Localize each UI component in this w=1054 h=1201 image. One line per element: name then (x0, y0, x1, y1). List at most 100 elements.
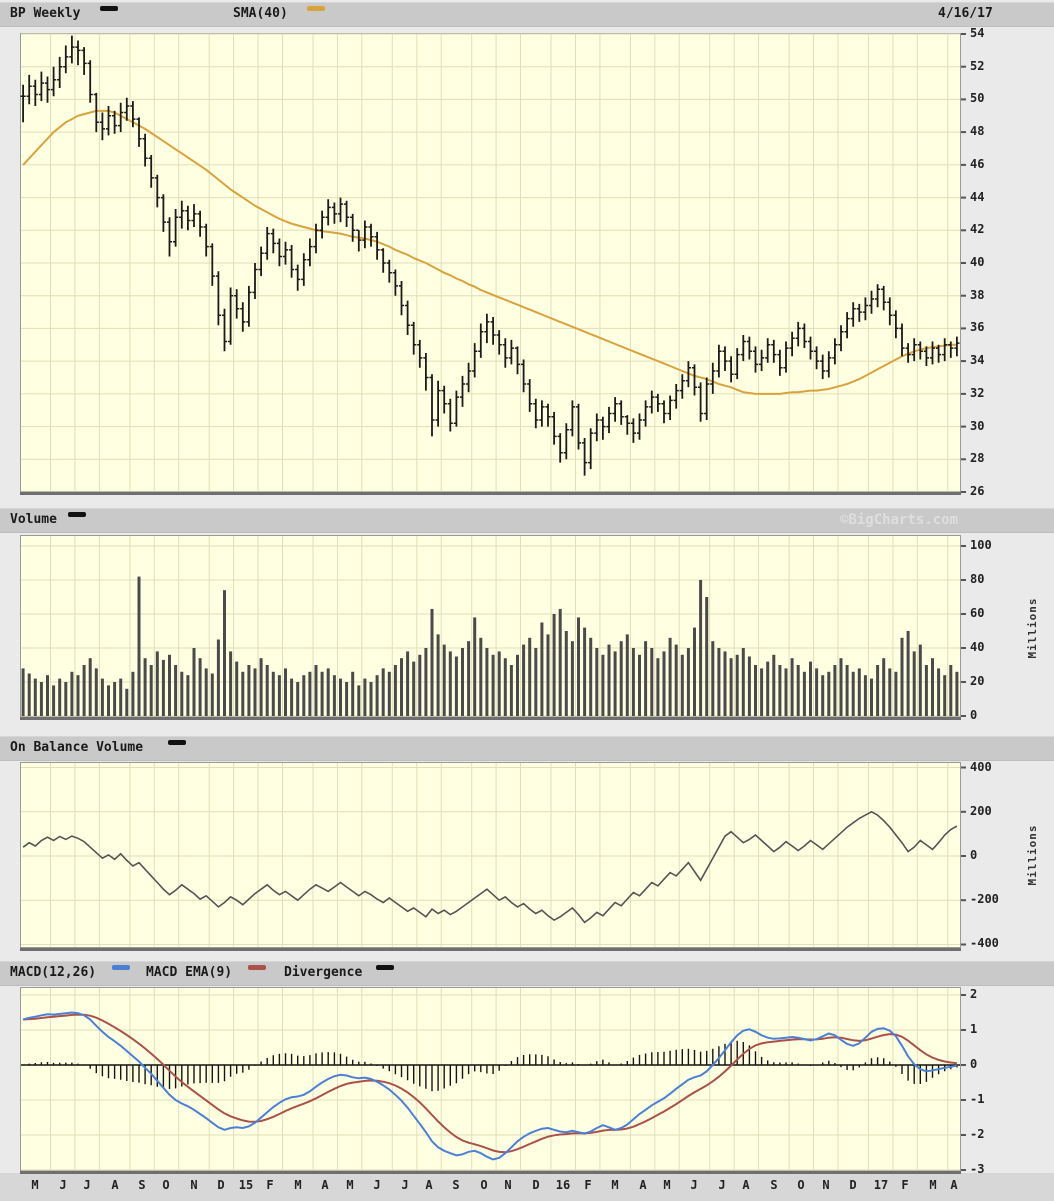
volume-bar (863, 675, 867, 716)
volume-bar (729, 658, 733, 716)
symbol-title: BP Weekly (10, 6, 81, 21)
volume-bar (94, 668, 98, 716)
volume-bar (876, 665, 880, 716)
volume-bar (638, 654, 641, 716)
volume-bar (308, 671, 312, 716)
price-chart (20, 33, 966, 495)
y-axis-label: 50 (970, 91, 985, 106)
x-axis-label: A (950, 1178, 958, 1192)
volume-bar (870, 678, 873, 716)
volume-bar (82, 665, 86, 716)
volume-bar (174, 665, 178, 716)
y-axis-label: 36 (970, 320, 985, 335)
volume-bar (235, 661, 239, 716)
volume-bar (619, 641, 623, 716)
volume-bar (119, 678, 123, 716)
volume-bar (754, 665, 757, 716)
volume-bar (210, 673, 214, 716)
volume-bar (271, 671, 275, 716)
volume-bar (503, 658, 507, 716)
volume-bar (320, 671, 324, 716)
volume-bar (314, 665, 318, 716)
volume-bar (412, 661, 416, 716)
volume-bar (918, 644, 922, 716)
sma40-line (22, 109, 957, 395)
price-legend-dash-icon (100, 6, 118, 11)
volume-bar (564, 631, 568, 716)
x-axis-band (0, 1173, 1054, 1201)
volume-bar (821, 675, 825, 716)
volume-bar (70, 671, 74, 716)
x-axis-label: S (452, 1178, 460, 1192)
volume-bar (21, 668, 25, 716)
divergence-legend-dash-icon (376, 965, 394, 970)
macd-line (22, 1011, 958, 1161)
volume-bar (686, 648, 690, 716)
volume-bar (430, 608, 434, 716)
sma-legend-label: SMA(40) (233, 6, 288, 21)
volume-bar (363, 678, 367, 716)
volume-bar (241, 671, 245, 716)
volume-bar (192, 648, 196, 716)
y-axis-label: 52 (970, 58, 985, 73)
volume-bar (528, 637, 532, 716)
volume-bar (772, 654, 776, 716)
volume-bar (705, 597, 709, 716)
x-axis-label: J (83, 1178, 91, 1192)
volume-bar (625, 634, 629, 716)
volume-bar (442, 644, 446, 716)
volume-bar (589, 637, 593, 716)
obv-unit-label: Millions (1026, 824, 1039, 886)
volume-bar (64, 682, 68, 716)
volume-bar (143, 658, 147, 716)
volume-bar (815, 668, 819, 716)
volume-bar (741, 648, 745, 716)
volume-bar (931, 658, 934, 716)
volume-bar (247, 665, 251, 716)
volume-bar (747, 656, 751, 716)
y-axis-label: 30 (970, 418, 985, 433)
volume-bar (229, 651, 233, 716)
x-axis-label: F (266, 1178, 274, 1192)
volume-bar (461, 648, 464, 716)
price-close-ticks (23, 46, 960, 464)
y-axis-label: 32 (970, 385, 985, 400)
volume-bar (546, 634, 550, 716)
volume-bar (351, 671, 355, 716)
y-axis-label: 44 (970, 189, 985, 204)
macd-legend-dash-icon (112, 965, 130, 970)
volume-bar (473, 617, 477, 716)
y-axis-label: 1 (970, 1022, 978, 1036)
x-axis-label: J (401, 1178, 409, 1192)
volume-unit-label: Millions (1026, 597, 1039, 659)
volume-bar (570, 641, 574, 716)
macd-chart (20, 987, 966, 1174)
volume-bar (436, 634, 440, 716)
x-axis-label: M (346, 1178, 354, 1192)
volume-bar (558, 608, 562, 716)
volume-bar (290, 678, 294, 716)
volume-bar (253, 668, 257, 716)
chart-date: 4/16/17 (938, 6, 993, 21)
volume-bar (284, 668, 287, 716)
x-axis-label: M (663, 1178, 671, 1192)
obv-line (22, 810, 958, 924)
volume-bar (302, 675, 306, 716)
volume-bar (381, 668, 385, 716)
volume-bar (393, 665, 397, 716)
volume-bar (833, 665, 837, 716)
volume-bar (796, 665, 800, 716)
volume-bar (100, 678, 104, 716)
volume-bar (137, 576, 141, 716)
volume-bar (680, 654, 684, 716)
volume-bar (58, 678, 62, 716)
volume-bar (76, 675, 80, 716)
price-open-ticks (20, 46, 957, 464)
volume-bar (784, 668, 788, 716)
y-axis-label: 40 (970, 255, 985, 269)
volume-bar (607, 644, 611, 716)
y-axis-label: 20 (970, 674, 985, 688)
y-axis-label: 26 (970, 484, 985, 498)
volume-bar (894, 671, 898, 716)
x-axis-label: N (190, 1178, 198, 1192)
